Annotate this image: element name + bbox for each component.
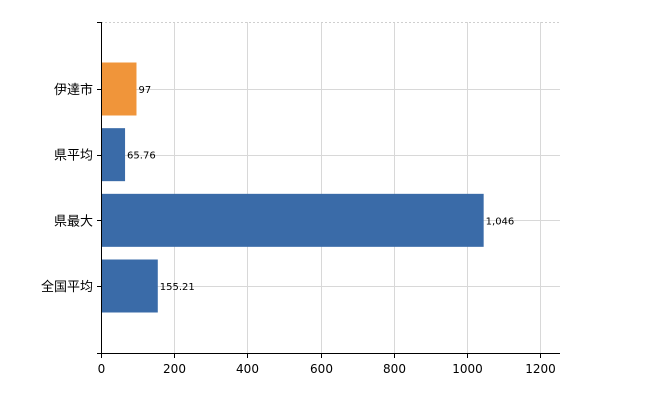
bar-1	[101, 128, 126, 182]
x-tick-label: 400	[236, 362, 259, 376]
value-label: 1,046	[486, 216, 515, 227]
value-label: 97	[138, 85, 151, 96]
category-label: 伊達市	[54, 82, 93, 98]
x-tick-label: 0	[98, 362, 106, 376]
x-tick-label: 800	[383, 362, 406, 376]
x-tick-label: 600	[310, 362, 333, 376]
bar-3	[101, 259, 158, 313]
x-tick-label: 1200	[525, 362, 556, 376]
axes	[97, 22, 560, 358]
category-label: 全国平均	[41, 279, 93, 295]
x-tick-label: 1000	[452, 362, 483, 376]
bars	[101, 62, 484, 313]
labels: 97 伊達市 65.76 県平均 1,046 県最大 155.21 全国平均 0 200 400 60…	[41, 82, 556, 376]
category-label: 県最大	[54, 214, 93, 229]
bar-2	[101, 193, 484, 247]
value-label: 65.76	[127, 151, 156, 162]
grid	[101, 22, 560, 353]
category-label: 県平均	[54, 149, 93, 164]
bar-0	[101, 62, 137, 116]
value-label: 155.21	[160, 282, 195, 293]
x-tick-label: 200	[163, 362, 186, 376]
